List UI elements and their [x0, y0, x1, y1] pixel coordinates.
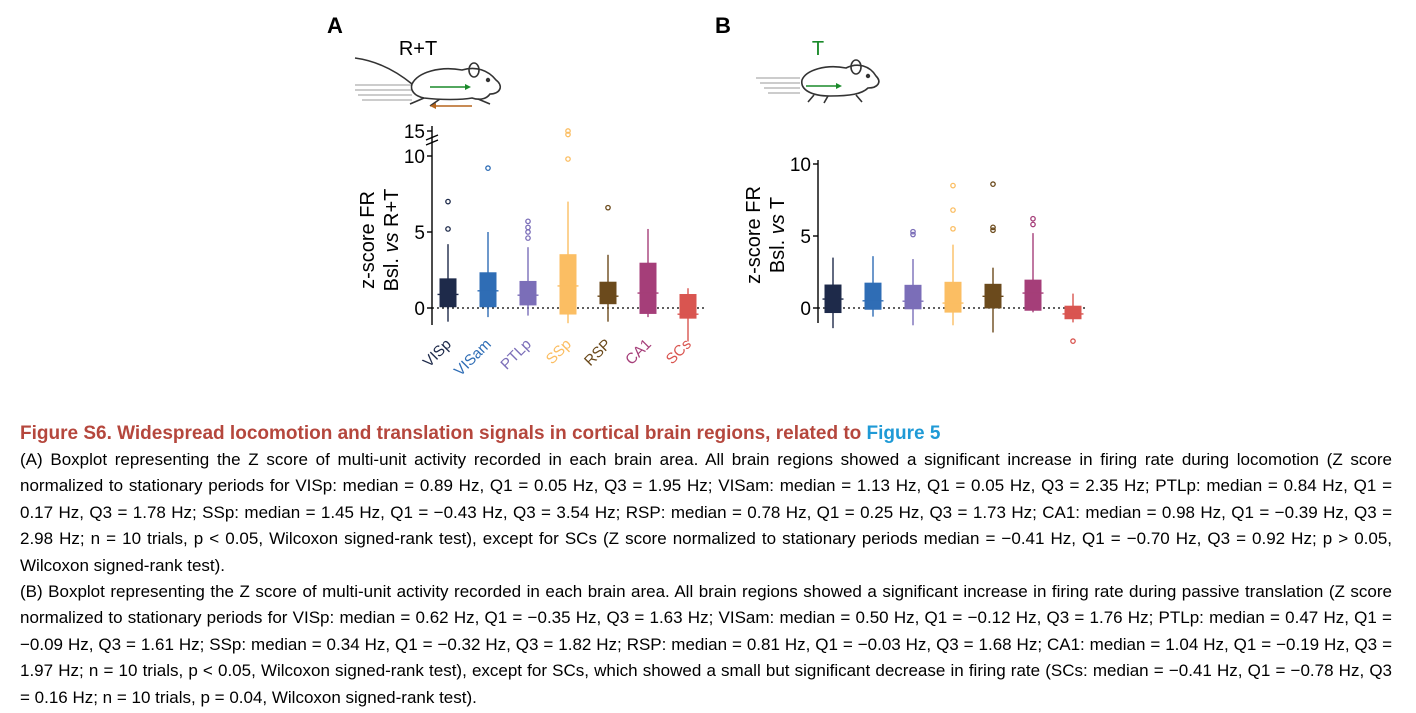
- panel-a-letter: A: [327, 13, 343, 38]
- y-tick-label: 10: [404, 147, 425, 168]
- x-tick-label: CA1: [622, 336, 655, 369]
- panel-a-condition: R+T: [399, 38, 437, 60]
- outlier-point: [910, 228, 916, 235]
- caption-paragraph-a: (A) Boxplot representing the Z score of …: [20, 450, 1392, 575]
- y-tick-label: 5: [414, 223, 425, 244]
- box-visp: [439, 278, 457, 308]
- outlier-point: [1030, 215, 1036, 222]
- outlier-point: [910, 231, 916, 238]
- box-ca1: [1024, 279, 1042, 311]
- mouse-running-icon: [354, 57, 502, 107]
- axis-break-mark: [425, 139, 439, 146]
- outlier-point: [445, 226, 451, 232]
- figure-5-link[interactable]: Figure 5: [866, 423, 941, 444]
- outlier-point: [525, 229, 531, 235]
- box-visam: [864, 282, 882, 310]
- x-tick-label: RSP: [581, 336, 615, 370]
- x-tick-label: SSp: [543, 336, 575, 368]
- x-tick-label: PTLp: [497, 336, 534, 373]
- outlier-point: [990, 181, 996, 188]
- box-ssp: [559, 254, 577, 315]
- y-tick-label: 0: [414, 299, 425, 320]
- outlier-point: [565, 128, 571, 134]
- outlier-point: [950, 182, 956, 189]
- outlier-point: [990, 224, 996, 231]
- outlier-point: [525, 235, 531, 241]
- outlier-point: [605, 204, 611, 211]
- outlier-point: [525, 218, 531, 225]
- box-ptlp: [519, 280, 537, 306]
- box-ptlp: [904, 284, 922, 310]
- panel-b-letter: B: [715, 13, 731, 38]
- outlier-point: [1070, 338, 1076, 344]
- outlier-point: [485, 165, 491, 172]
- x-tick-label: SCs: [663, 336, 695, 368]
- outlier-point: [565, 131, 571, 138]
- y-tick-label: 5: [800, 227, 811, 248]
- arrow-forward-icon: [806, 83, 842, 89]
- x-tick-label: VISam: [451, 336, 495, 380]
- y-axis-label-2: Bsl. vs T: [767, 197, 789, 273]
- outlier-point: [525, 224, 531, 231]
- y-tick-label: 10: [790, 155, 811, 176]
- outlier-point: [445, 198, 451, 205]
- axis-break-mark: [425, 134, 439, 141]
- box-ca1: [639, 262, 657, 314]
- arrows-icon: [430, 84, 472, 109]
- box-rsp: [599, 281, 617, 305]
- box-scs: [679, 294, 697, 319]
- caption-title: Figure S6. Widespread locomotion and tra…: [20, 421, 1392, 447]
- box-scs: [1064, 305, 1082, 320]
- box-visam: [479, 272, 497, 308]
- y-axis-label-2: Bsl. vs R+T: [381, 189, 403, 292]
- outlier-point: [950, 207, 956, 213]
- x-tick-label: VISp: [420, 336, 455, 371]
- y-tick-label: 0: [800, 299, 811, 320]
- figure-caption: Figure S6. Widespread locomotion and tra…: [20, 421, 1392, 711]
- outlier-point: [990, 227, 996, 234]
- panel-b-condition: T: [812, 38, 824, 60]
- boxplot-panel-b: 0 5 10 z-score FR Bsl. vs T: [743, 155, 1086, 344]
- caption-title-text: Figure S6. Widespread locomotion and tra…: [20, 423, 867, 444]
- caption-paragraph-b: (B) Boxplot representing the Z score of …: [20, 582, 1392, 707]
- mouse-translation-icon: [756, 59, 880, 104]
- box-ssp: [944, 281, 962, 313]
- outlier-point: [950, 225, 956, 232]
- outlier-point: [565, 156, 571, 162]
- y-axis-label: z-score FR: [357, 191, 379, 289]
- outlier-point: [1030, 221, 1036, 228]
- y-tick-label: 15: [404, 122, 425, 143]
- y-axis-label: z-score FR: [743, 186, 765, 284]
